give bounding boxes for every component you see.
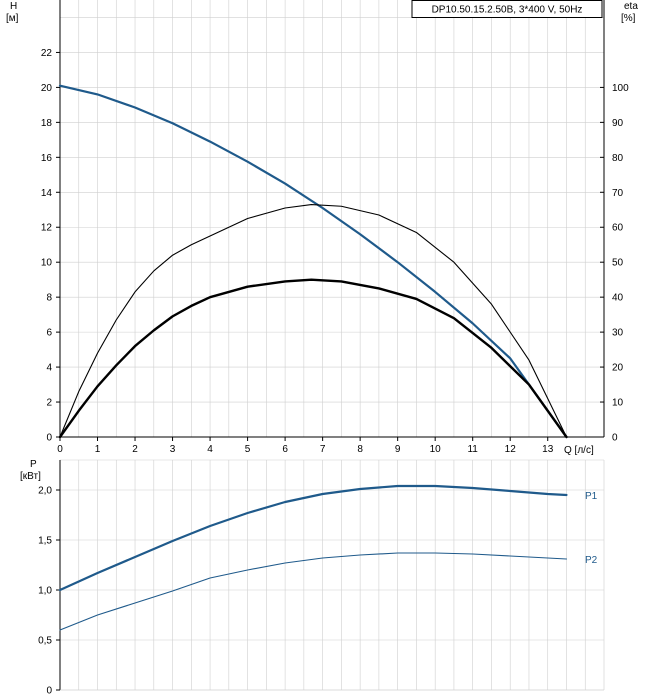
y-left-tick-label: 18 (41, 118, 53, 129)
y-right-axis-unit: [%] (621, 13, 636, 24)
x-tick-label: 12 (505, 444, 517, 455)
legend-p2: P2 (585, 555, 598, 566)
x-tick-label: 9 (395, 444, 401, 455)
p1-power-line (58, 484, 568, 592)
x-tick-label: 7 (320, 444, 326, 455)
p-axis-unit: [кВт] (20, 471, 41, 482)
legend-p1: P1 (585, 491, 598, 502)
y-left-tick-label: 20 (41, 83, 53, 94)
y-right-tick-label: 50 (612, 258, 624, 269)
x-tick-label: 11 (467, 444, 478, 455)
x-tick-label: 13 (542, 444, 554, 455)
y-right-tick-label: 90 (612, 118, 624, 129)
x-tick-label: 5 (245, 444, 251, 455)
y-right-tick-label: 60 (612, 223, 624, 234)
x-tick-label: 6 (282, 444, 288, 455)
p-tick-label: 0 (46, 686, 52, 697)
p-axis-label: P (30, 459, 37, 470)
y-left-tick-label: 2 (46, 398, 52, 409)
p-tick-label: 1,0 (38, 586, 52, 597)
y-left-tick-label: 22 (41, 48, 53, 59)
y-right-tick-label: 0 (612, 433, 618, 444)
y-right-tick-label: 80 (612, 153, 624, 164)
y-right-tick-label: 40 (612, 293, 624, 304)
p-tick-label: 2,0 (38, 486, 52, 497)
p-tick-label: 0,5 (38, 636, 52, 647)
y-left-axis-label: H (10, 1, 17, 12)
x-tick-label: 0 (57, 444, 63, 455)
y-left-tick-label: 12 (41, 223, 53, 234)
efficiency-curve-thick-line (58, 278, 568, 439)
y-left-tick-label: 10 (41, 258, 53, 269)
head-curve-line (58, 84, 568, 439)
y-right-tick-label: 30 (612, 328, 624, 339)
x-tick-label: 1 (95, 444, 101, 455)
y-right-tick-label: 70 (612, 188, 624, 199)
chart-title: DP10.50.15.2.50B, 3*400 V, 50Hz (432, 5, 583, 16)
x-tick-label: 10 (430, 444, 442, 455)
title-box (411, 0, 603, 18)
x-axis-label: Q [л/с] (564, 445, 594, 456)
x-tick-label: 2 (132, 444, 138, 455)
efficiency-curve-thin-line (59, 203, 568, 438)
y-left-tick-label: 0 (46, 433, 52, 444)
y-left-axis-unit: [м] (6, 13, 19, 24)
y-right-tick-label: 100 (612, 83, 629, 94)
x-tick-label: 3 (170, 444, 176, 455)
p2-power-line (59, 552, 568, 631)
y-left-tick-label: 8 (46, 293, 52, 304)
y-left-tick-label: 4 (46, 363, 52, 374)
y-right-axis-label: eta (624, 1, 638, 12)
p-tick-label: 1,5 (38, 536, 52, 547)
y-left-tick-label: 14 (41, 188, 53, 199)
y-right-tick-label: 20 (612, 363, 624, 374)
x-tick-label: 8 (357, 444, 363, 455)
y-right-tick-label: 10 (612, 398, 624, 409)
x-tick-label: 4 (207, 444, 213, 455)
y-left-tick-label: 6 (46, 328, 52, 339)
y-left-tick-label: 16 (41, 153, 53, 164)
